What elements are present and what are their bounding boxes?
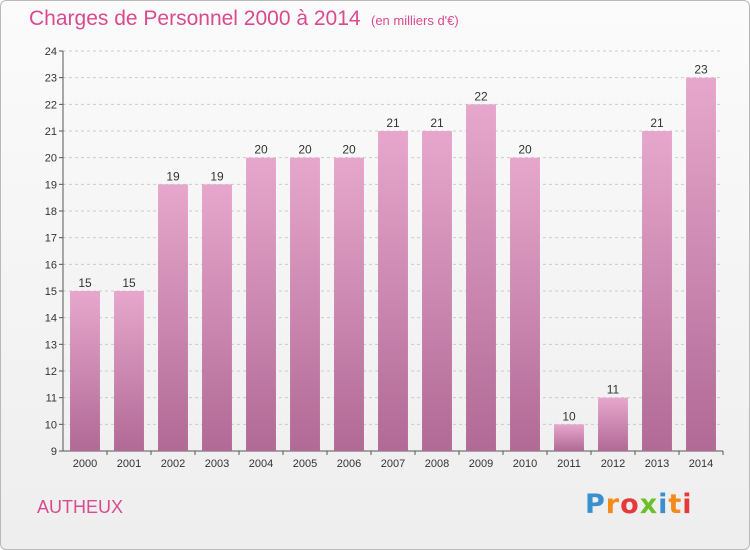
bar	[334, 157, 364, 451]
bar	[114, 291, 144, 451]
bar	[70, 291, 100, 451]
x-tick-label: 2007	[381, 458, 405, 470]
x-tick-label: 2004	[249, 458, 273, 470]
logo-letter: o	[620, 489, 640, 520]
x-tick-label: 2014	[689, 458, 713, 470]
y-tick-label: 18	[45, 206, 57, 218]
data-label: 15	[122, 276, 136, 290]
bar	[510, 157, 540, 451]
commune-name: AUTHEUX	[37, 497, 124, 517]
y-tick-label: 14	[45, 313, 57, 325]
bars	[70, 77, 716, 452]
bar	[422, 131, 452, 451]
x-tick-label: 2010	[513, 458, 537, 470]
data-label: 20	[298, 143, 312, 157]
x-tick-label: 2009	[469, 458, 493, 470]
bar	[158, 184, 188, 452]
y-tick-label: 23	[45, 73, 57, 85]
chart-subtitle: (en milliers d'€)	[371, 13, 459, 28]
logo-letter: i	[658, 489, 669, 520]
logo-letter: x	[639, 489, 659, 520]
logo-letter: P	[585, 489, 606, 520]
axes: 9 10 11 12 13 14 15 16 17 18 19 20 21 22 23 24 2000 2001 2…	[45, 46, 724, 470]
y-tick-label: 21	[45, 126, 57, 138]
y-tick-label: 11	[46, 393, 57, 405]
x-tick-label: 2012	[601, 458, 625, 470]
x-tick-label: 2003	[205, 458, 229, 470]
y-tick-label: 15	[45, 286, 57, 298]
x-tick-label: 2013	[645, 458, 669, 470]
y-tick-label: 9	[51, 446, 57, 458]
chart-title: Charges de Personnel 2000 à 2014	[29, 7, 361, 30]
data-label: 21	[650, 116, 664, 130]
y-tick-label: 20	[45, 153, 57, 165]
logo-letter: i	[682, 489, 693, 520]
logo-letter: r	[605, 489, 621, 520]
y-tick-label: 22	[45, 99, 57, 111]
data-label: 15	[78, 276, 92, 290]
bar	[598, 397, 628, 451]
x-tick-label: 2011	[557, 458, 581, 470]
y-tick-label: 16	[45, 259, 57, 271]
y-tick-label: 17	[45, 233, 57, 245]
data-label: 20	[518, 143, 532, 157]
bar	[642, 131, 672, 451]
data-label: 22	[474, 89, 488, 103]
y-tick-label: 13	[45, 339, 57, 351]
data-label: 21	[430, 116, 444, 130]
y-tick-label: 24	[45, 46, 57, 58]
data-labels: 15 15 19 19 20 20 20 21 21 22 20 10 11 21 23	[78, 63, 708, 424]
bar	[290, 157, 320, 451]
data-label: 19	[166, 169, 180, 183]
bar	[466, 104, 496, 451]
bar	[554, 424, 584, 451]
y-tick-label: 19	[45, 179, 57, 191]
x-tick-label: 2000	[73, 458, 97, 470]
logo-letter: t	[668, 489, 683, 520]
bar	[246, 157, 276, 451]
data-label: 11	[607, 383, 620, 397]
proxiti-logo[interactable]: Proxiti	[585, 489, 693, 520]
data-label: 10	[562, 409, 576, 423]
data-label: 20	[342, 143, 356, 157]
x-tick-label: 2008	[425, 458, 449, 470]
bar	[686, 77, 716, 452]
data-label: 23	[694, 63, 708, 77]
x-tick-label: 2001	[117, 458, 141, 470]
bar	[378, 131, 408, 451]
y-tick-label: 10	[45, 419, 57, 431]
x-tick-label: 2002	[161, 458, 185, 470]
data-label: 20	[254, 143, 268, 157]
y-tick-label: 12	[45, 366, 57, 378]
bar	[202, 184, 232, 452]
data-label: 21	[386, 116, 400, 130]
x-tick-label: 2006	[337, 458, 361, 470]
x-tick-label: 2005	[293, 458, 317, 470]
data-label: 19	[210, 169, 224, 183]
